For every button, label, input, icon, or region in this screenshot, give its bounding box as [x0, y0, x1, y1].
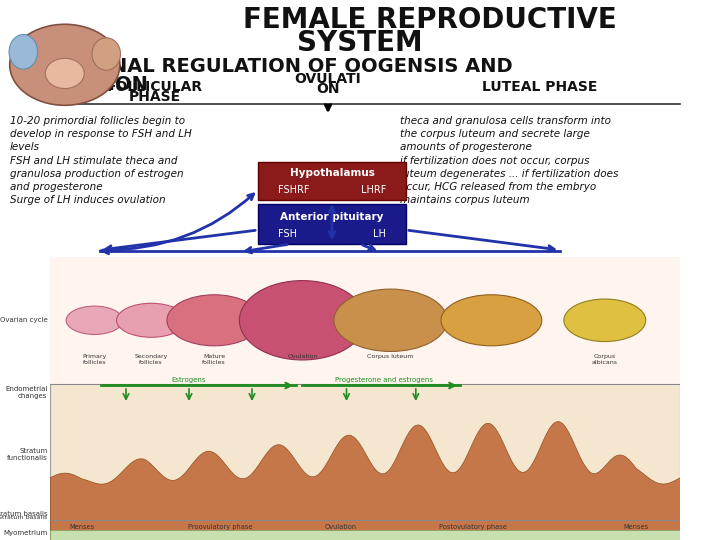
Text: FSHRF: FSHRF — [278, 185, 310, 195]
Ellipse shape — [45, 58, 84, 89]
Text: Endometrial
changes: Endometrial changes — [5, 386, 48, 399]
Text: Primary
follicles: Primary follicles — [82, 354, 107, 365]
Text: Anterior pituitary: Anterior pituitary — [280, 212, 384, 222]
Text: Postovulatory phase: Postovulatory phase — [438, 524, 506, 530]
Ellipse shape — [441, 295, 542, 346]
Bar — [50, 530, 680, 540]
Text: Corpus
albicans: Corpus albicans — [592, 354, 618, 365]
Text: Secondary
follicles: Secondary follicles — [135, 354, 168, 365]
Ellipse shape — [66, 306, 123, 334]
Ellipse shape — [167, 295, 261, 346]
Text: ON: ON — [316, 82, 340, 96]
Text: Ovarian cycle: Ovarian cycle — [0, 318, 48, 323]
Text: LUTEAL PHASE: LUTEAL PHASE — [482, 80, 598, 94]
Text: Proovulatory phase: Proovulatory phase — [188, 524, 253, 530]
Ellipse shape — [9, 35, 37, 69]
Text: Myometrium: Myometrium — [3, 530, 48, 536]
Ellipse shape — [564, 299, 646, 341]
Text: FOLLICULAR: FOLLICULAR — [107, 80, 203, 94]
Text: LH: LH — [373, 229, 386, 239]
Text: Mature
follicles: Mature follicles — [202, 354, 226, 365]
Ellipse shape — [240, 281, 366, 360]
Text: OVULATI: OVULATI — [294, 72, 361, 86]
Text: PHASE: PHASE — [129, 90, 181, 104]
Text: Stratum
functionalis: Stratum functionalis — [6, 448, 48, 462]
Text: 10-20 primordial follicles begin to
develop in response to FSH and LH
levels
FSH: 10-20 primordial follicles begin to deve… — [10, 116, 192, 205]
Text: FEMALE REPRODUCTIVE: FEMALE REPRODUCTIVE — [243, 6, 617, 34]
FancyBboxPatch shape — [258, 204, 406, 244]
Text: Stratum basalis: Stratum basalis — [0, 515, 48, 520]
Text: LHRF: LHRF — [361, 185, 386, 195]
Text: theca and granulosa cells transform into
the corpus luteum and secrete large
amo: theca and granulosa cells transform into… — [400, 116, 618, 205]
Ellipse shape — [9, 24, 120, 105]
Text: Menses: Menses — [624, 524, 649, 530]
Ellipse shape — [92, 38, 120, 70]
Bar — [50, 256, 680, 384]
Text: Corpus luteum: Corpus luteum — [367, 354, 414, 359]
Text: Estrogens: Estrogens — [172, 377, 206, 383]
Text: Stratum basalis: Stratum basalis — [0, 511, 48, 517]
Text: Ovulation: Ovulation — [324, 524, 356, 530]
Text: Progesterone and estrogens: Progesterone and estrogens — [336, 377, 433, 383]
Text: OVULATION: OVULATION — [8, 76, 148, 94]
Ellipse shape — [117, 303, 186, 338]
Text: Menses: Menses — [69, 524, 94, 530]
Text: • HORMONAL REGULATION OF OOGENSIS AND: • HORMONAL REGULATION OF OOGENSIS AND — [8, 57, 513, 76]
Text: Hypothalamus: Hypothalamus — [289, 168, 374, 178]
Text: FSH: FSH — [278, 229, 297, 239]
FancyBboxPatch shape — [258, 162, 406, 200]
Text: Ovulation: Ovulation — [287, 354, 318, 359]
Polygon shape — [50, 422, 680, 540]
Ellipse shape — [334, 289, 447, 352]
Text: SYSTEM: SYSTEM — [297, 29, 423, 57]
